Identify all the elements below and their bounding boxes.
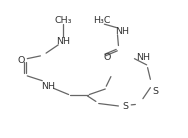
Text: NH: NH [41, 82, 55, 91]
Text: S: S [152, 87, 158, 96]
Text: NH: NH [115, 27, 129, 36]
Text: S: S [122, 102, 128, 111]
Text: NH: NH [136, 53, 150, 63]
Text: O: O [103, 53, 111, 63]
Text: NH: NH [56, 37, 70, 46]
Text: H₃C: H₃C [93, 15, 110, 25]
Text: CH₃: CH₃ [54, 15, 72, 25]
Text: O: O [18, 56, 25, 65]
